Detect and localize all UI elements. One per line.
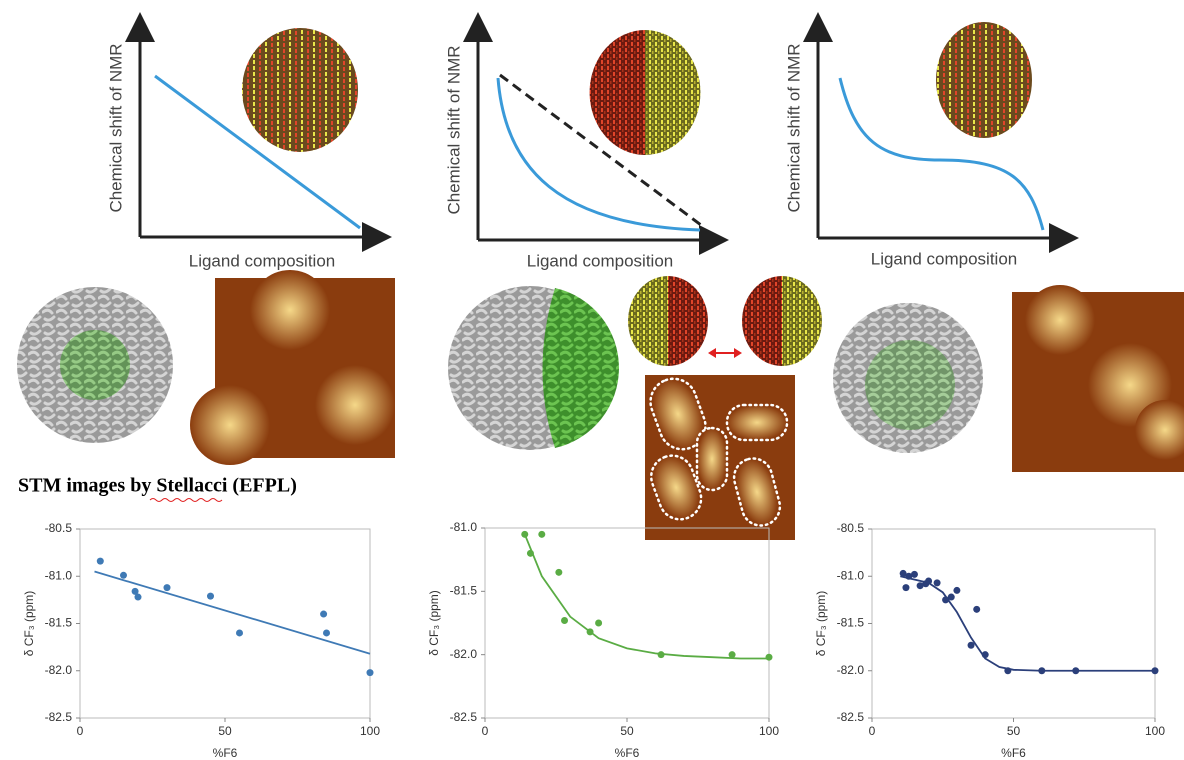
y-tick-label: -81.5 xyxy=(837,616,865,630)
molecule-model xyxy=(543,288,619,448)
x-axis-label: %F6 xyxy=(213,746,238,760)
data-point xyxy=(902,584,909,591)
nanoparticle xyxy=(742,276,782,366)
molecule-model xyxy=(865,340,955,430)
caption: STM images by Stellacci (EFPL) xyxy=(18,475,297,497)
x-tick-label: 100 xyxy=(1145,724,1165,738)
plot-frame xyxy=(485,528,769,718)
fit-line xyxy=(525,534,769,658)
figure: Chemical shift of NMR Ligand composition… xyxy=(0,0,1184,760)
plot-frame xyxy=(80,529,370,718)
y-tick-label: -82.0 xyxy=(837,663,865,677)
y-axis-label: δ CF₃ (ppm) xyxy=(22,591,36,657)
data-point xyxy=(1072,667,1079,674)
y-tick-label: -81.0 xyxy=(450,520,478,534)
y-label: Chemical shift of NMR xyxy=(784,43,803,212)
stm-dimer xyxy=(697,428,727,490)
scatter-charts: -82.5 -82.0 -81.5 -81.0 -80.5 0 50 100 %F6 δ CF₃ … xyxy=(22,520,1165,760)
x-tick-label: 100 xyxy=(360,724,380,738)
x-axis-label: %F6 xyxy=(615,746,640,760)
data-point xyxy=(911,571,918,578)
data-point xyxy=(120,572,127,579)
data-point xyxy=(658,651,665,658)
spell-underline xyxy=(150,499,222,502)
y-tick-label: -82.5 xyxy=(45,710,73,724)
data-point xyxy=(934,579,941,586)
nanoparticle xyxy=(645,30,700,155)
data-point xyxy=(236,629,243,636)
data-point xyxy=(968,642,975,649)
data-point xyxy=(1152,667,1159,674)
nanoparticle xyxy=(628,276,668,366)
schematic-2: Chemical shift of NMR Ligand composition xyxy=(444,18,723,270)
y-tick-label: -81.5 xyxy=(45,616,73,630)
y-tick-label: -82.0 xyxy=(450,647,478,661)
data-point xyxy=(538,531,545,538)
data-point xyxy=(527,550,534,557)
data-point xyxy=(323,629,330,636)
x-tick-label: 0 xyxy=(482,724,489,738)
y-axis-label: δ CF₃ (ppm) xyxy=(814,591,828,657)
x-tick-label: 100 xyxy=(759,724,779,738)
nanoparticle xyxy=(782,276,822,366)
y-tick-label: -80.5 xyxy=(837,521,865,535)
x-tick-label: 50 xyxy=(620,724,634,738)
schematic-3: Chemical shift of NMR Ligand composition xyxy=(784,18,1073,268)
stm-spot xyxy=(190,385,270,465)
data-point xyxy=(973,606,980,613)
data-point xyxy=(953,587,960,594)
data-point xyxy=(320,611,327,618)
x-label: Ligand composition xyxy=(189,251,335,270)
x-tick-label: 0 xyxy=(77,724,84,738)
data-point xyxy=(1004,667,1011,674)
data-point xyxy=(555,569,562,576)
nanoparticle xyxy=(242,28,358,152)
molecule-model xyxy=(60,330,130,400)
x-tick-label: 50 xyxy=(218,724,232,738)
data-point xyxy=(948,594,955,601)
y-label: Chemical shift of NMR xyxy=(106,43,125,212)
fit-line xyxy=(95,572,371,654)
y-axis-label: δ CF₃ (ppm) xyxy=(427,590,441,656)
data-point xyxy=(729,651,736,658)
data-point xyxy=(982,651,989,658)
data-point xyxy=(97,558,104,565)
data-point xyxy=(587,628,594,635)
y-tick-label: -81.0 xyxy=(45,568,73,582)
x-tick-label: 50 xyxy=(1007,724,1021,738)
y-tick-label: -81.5 xyxy=(450,584,478,598)
y-tick-label: -82.5 xyxy=(450,710,478,724)
data-point xyxy=(561,617,568,624)
x-tick-label: 0 xyxy=(869,724,876,738)
data-point xyxy=(164,584,171,591)
schematics: Chemical shift of NMR Ligand composition… xyxy=(106,18,1073,270)
data-point xyxy=(367,669,374,676)
x-axis-label: %F6 xyxy=(1001,746,1026,760)
data-point xyxy=(207,593,214,600)
y-tick-label: -82.5 xyxy=(837,710,865,724)
data-point xyxy=(766,654,773,661)
y-tick-label: -82.0 xyxy=(45,663,73,677)
plot-frame xyxy=(872,529,1155,718)
schematic-1: Chemical shift of NMR Ligand composition xyxy=(106,18,386,270)
stm-dimer xyxy=(727,405,787,440)
nanoparticle xyxy=(936,22,1032,138)
fit-line xyxy=(900,576,1155,671)
y-tick-label: -81.0 xyxy=(837,568,865,582)
y-tick-label: -80.5 xyxy=(45,521,73,535)
data-point xyxy=(925,577,932,584)
data-point xyxy=(521,531,528,538)
data-point xyxy=(595,620,602,627)
data-point xyxy=(135,594,142,601)
stm-spot xyxy=(1025,285,1095,355)
nanoparticle xyxy=(590,30,645,155)
stm-spot xyxy=(315,365,395,445)
data-point xyxy=(1038,667,1045,674)
x-label: Ligand composition xyxy=(871,249,1017,268)
y-label: Chemical shift of NMR xyxy=(444,45,463,214)
nanoparticle xyxy=(668,276,708,366)
x-label: Ligand composition xyxy=(527,251,673,270)
stm-spot xyxy=(250,270,330,350)
